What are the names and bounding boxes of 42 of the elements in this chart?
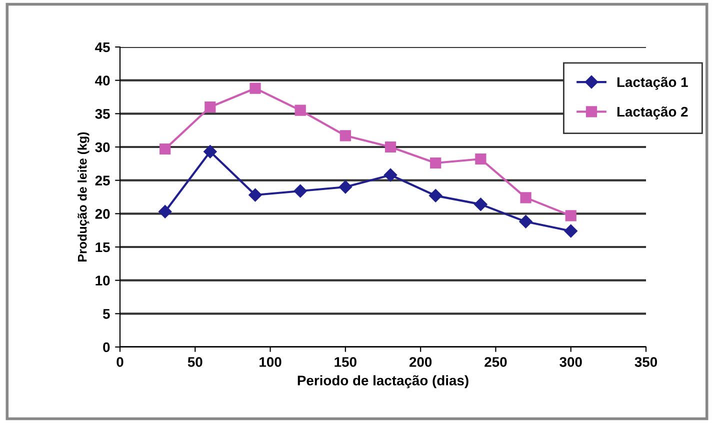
y-tick-label: 5: [102, 309, 110, 319]
x-tick-label: 50: [188, 357, 202, 367]
point: [384, 168, 398, 182]
y-tick-label: 45: [95, 42, 110, 52]
x-tick-label: 350: [634, 357, 658, 367]
point: [520, 192, 532, 204]
point: [338, 180, 352, 194]
x-tick-label: 250: [484, 357, 507, 367]
x-axis-title: Periodo de lactação (dias): [298, 375, 468, 388]
y-tick-label: 10: [96, 276, 110, 286]
y-tick-label: 40: [95, 76, 110, 86]
point: [248, 188, 262, 202]
point: [294, 104, 306, 116]
x-tick-label: 300: [560, 357, 582, 367]
x-tick-label: 150: [334, 357, 356, 367]
point: [158, 205, 172, 218]
x-tick-label: 200: [409, 357, 432, 367]
point: [474, 198, 488, 211]
y-axis-title: Produção de leite (kg): [78, 132, 90, 262]
point: [519, 215, 532, 228]
legend-label: Lactação 2: [617, 106, 688, 120]
legend-label: Lactação 1: [617, 76, 688, 90]
point: [564, 224, 578, 238]
point: [204, 101, 216, 113]
point: [250, 82, 261, 94]
point: [565, 210, 576, 222]
point: [160, 143, 171, 155]
point: [475, 153, 486, 165]
x-tick-label: 100: [260, 357, 282, 367]
point: [430, 157, 442, 169]
point: [294, 184, 307, 198]
y-tick-label: 15: [96, 242, 110, 252]
point: [340, 130, 351, 142]
y-tick-label: 30: [95, 142, 110, 152]
point: [429, 189, 442, 202]
point: [204, 145, 217, 158]
y-tick-label: 25: [95, 176, 110, 186]
y-tick-label: 0: [103, 342, 110, 352]
x-tick-label: 0: [116, 357, 124, 367]
point: [384, 141, 396, 153]
y-tick-label: 20: [95, 209, 110, 219]
y-tick-label: 35: [95, 109, 110, 119]
